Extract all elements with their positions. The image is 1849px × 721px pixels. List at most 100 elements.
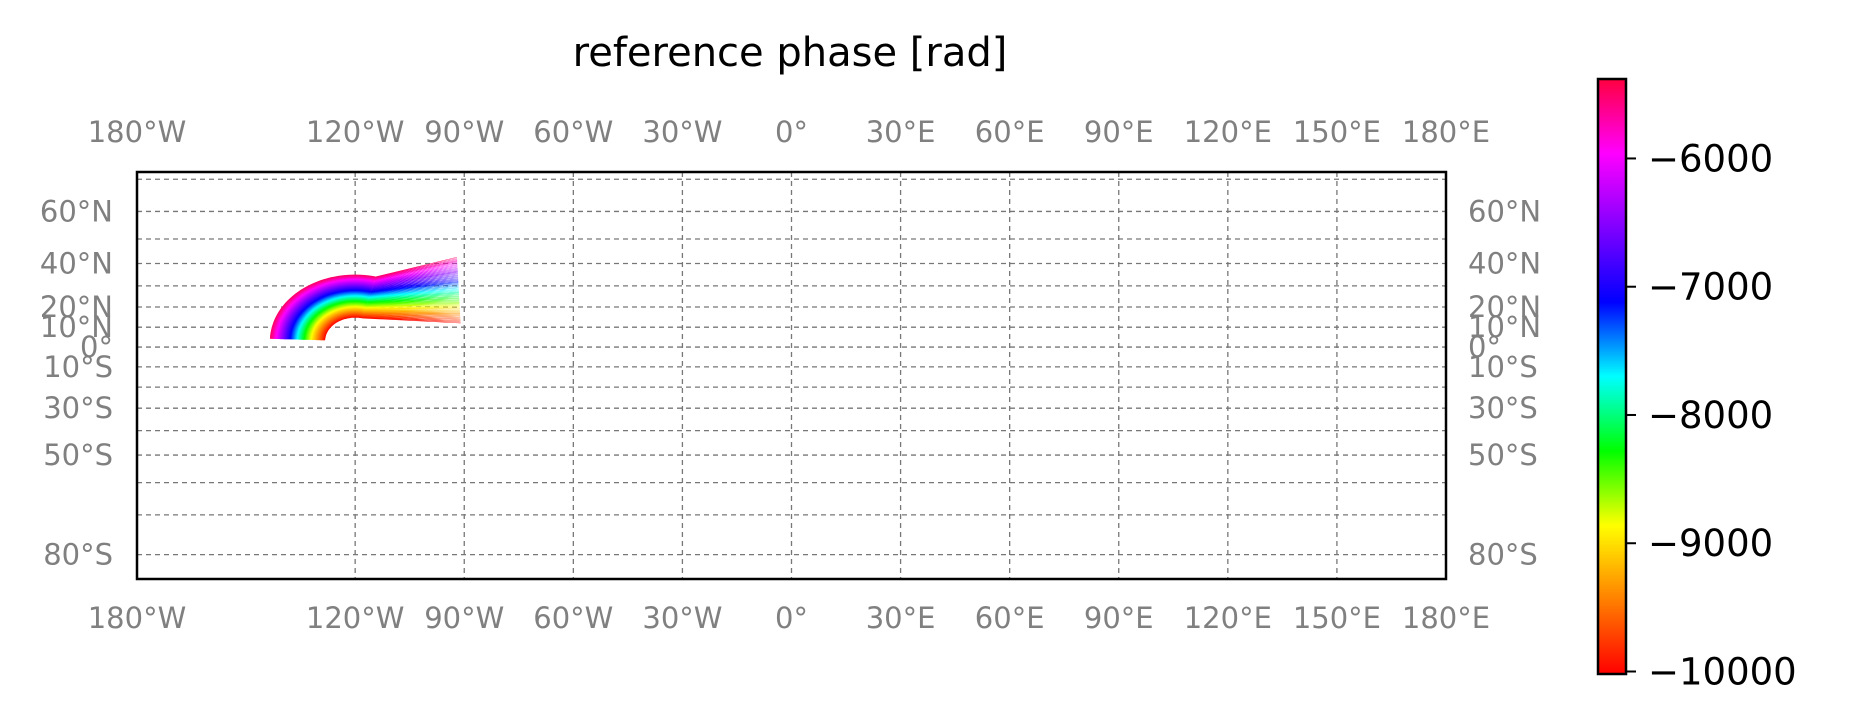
swath-band: [373, 265, 458, 283]
lon-tick-label: 90°E: [1084, 115, 1154, 149]
lat-tick-label: 0°: [1468, 330, 1501, 364]
swath-band: [370, 281, 459, 293]
chart-title: reference phase [rad]: [573, 30, 1008, 76]
lon-tick-label: 60°E: [975, 601, 1045, 635]
swath-band: [366, 303, 460, 307]
lon-tick-label: 180°W: [88, 115, 187, 149]
swath-band: [365, 308, 460, 310]
lon-tick-label: 150°E: [1293, 601, 1381, 635]
swath-band: [374, 263, 458, 282]
lat-tick-label: 60°N: [1468, 194, 1541, 228]
lon-tick-label: 30°E: [866, 115, 936, 149]
lon-tick-label: 120°W: [306, 601, 405, 635]
swath-band: [368, 294, 460, 301]
swath-band: [366, 300, 460, 305]
colorbar: −6000 −7000 −8000 −9000 −10000: [1596, 77, 1797, 694]
lat-tick-label: 50°S: [43, 438, 113, 472]
lat-tick-label: 10°N: [1468, 310, 1541, 344]
swath-band: [368, 291, 459, 299]
lon-tick-label: 60°W: [533, 601, 613, 635]
lat-tick-label: 30°S: [43, 391, 113, 425]
plot-frame: [135, 170, 1448, 581]
swath-band: [372, 272, 458, 287]
swath-band: [372, 270, 458, 286]
swath-band: [366, 304, 460, 308]
swath-band: [374, 264, 458, 283]
lat-tick-label: 30°S: [1468, 391, 1538, 425]
swath-band: [371, 278, 459, 292]
swath-band: [375, 258, 458, 279]
lat-tick-label: 20°N: [40, 290, 113, 324]
swath-band: [367, 299, 460, 305]
swath-band: [367, 299, 460, 304]
swath-band: [371, 277, 459, 290]
swath-band: [370, 279, 459, 292]
gridlines: [136, 172, 1447, 579]
swath-band: [372, 273, 458, 288]
lon-tick-label: 30°W: [642, 601, 722, 635]
lon-tick-label: 0°: [775, 115, 808, 149]
swath-band: [366, 302, 460, 306]
colorbar-tick-label: −8000: [1648, 394, 1773, 437]
swath-band: [369, 289, 459, 298]
swath-band: [369, 286, 459, 296]
lat-tick-label: 40°N: [1468, 246, 1541, 280]
lon-tick-label: 30°W: [642, 115, 722, 149]
lon-tick-label: 60°E: [975, 115, 1045, 149]
swath-band: [375, 257, 457, 278]
swath-band: [368, 290, 459, 299]
phase-swath: [269, 257, 461, 341]
lon-tick-label: 0°: [775, 601, 808, 635]
lat-tick-label: 50°S: [1468, 438, 1538, 472]
swath-band: [371, 275, 458, 289]
swath-band: [370, 282, 459, 294]
lat-tick-label: 80°S: [43, 538, 113, 572]
lon-tick-label: 180°W: [88, 601, 187, 635]
longitude-labels-bottom: 180°W 120°W 90°W 60°W 30°W 0° 30°E 60°E 90°E 120°…: [88, 601, 1490, 635]
swath-band: [371, 276, 459, 290]
swath-band: [373, 269, 458, 286]
lon-tick-label: 120°E: [1184, 601, 1272, 635]
swath-band: [372, 274, 458, 289]
swath-band: [368, 292, 459, 300]
swath-band: [369, 287, 459, 297]
longitude-labels-top: 180°W 120°W 90°W 60°W 30°W 0° 30°E 60°E 90°E 120°…: [88, 115, 1490, 149]
lat-tick-label: 10°S: [43, 350, 113, 384]
lon-tick-label: 180°E: [1402, 601, 1490, 635]
lon-tick-label: 120°W: [306, 115, 405, 149]
swath-band: [370, 283, 459, 295]
latitude-labels-right: 60°N 40°N 20°N10°N0°10°S 30°S 50°S 80°S: [1468, 194, 1541, 571]
swath-band: [374, 260, 458, 280]
lon-tick-label: 90°W: [424, 115, 504, 149]
swath-band: [370, 284, 459, 295]
colorbar-gradient: [1596, 77, 1628, 676]
colorbar-tick-label: −6000: [1648, 137, 1773, 180]
swath-band: [369, 288, 459, 298]
swath-band: [367, 296, 460, 302]
lon-tick-label: 90°E: [1084, 601, 1154, 635]
swath-band: [374, 262, 458, 282]
swath-band: [373, 267, 458, 285]
colorbar-tick-label: −10000: [1648, 651, 1797, 694]
lon-tick-label: 150°E: [1293, 115, 1381, 149]
lat-tick-label: 0°: [80, 330, 113, 364]
swath-band: [367, 297, 460, 303]
lon-tick-label: 60°W: [533, 115, 613, 149]
swath-band: [365, 305, 460, 308]
swath-band: [373, 268, 458, 285]
lon-tick-label: 120°E: [1184, 115, 1272, 149]
swath-band: [375, 258, 458, 279]
swath-band: [374, 259, 458, 280]
lat-tick-label: 80°S: [1468, 538, 1538, 572]
lat-tick-label: 40°N: [40, 246, 113, 280]
colorbar-tick-label: −7000: [1648, 266, 1773, 309]
lon-tick-label: 90°W: [424, 601, 504, 635]
swath-band: [366, 301, 460, 306]
swath-band: [374, 261, 458, 281]
swath-band: [368, 293, 459, 301]
swath-band: [373, 266, 458, 284]
colorbar-ticks: −6000 −7000 −8000 −9000 −10000: [1626, 137, 1797, 694]
lat-tick-label: 10°N: [40, 310, 113, 344]
